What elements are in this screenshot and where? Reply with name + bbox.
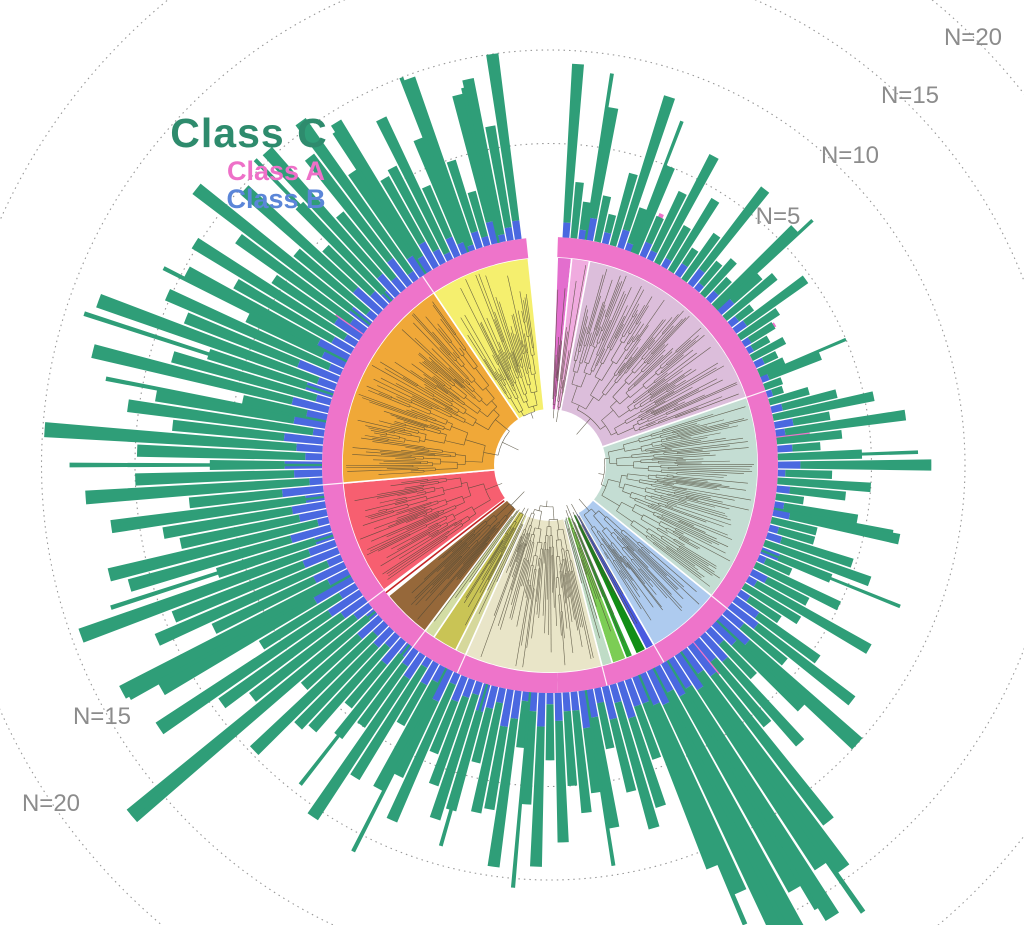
grid-label: N=20 xyxy=(22,790,80,817)
grid-label: N=20 xyxy=(944,24,1002,51)
grid-label: N=5 xyxy=(756,203,801,230)
grid-label: N=15 xyxy=(881,82,939,109)
grid-circle-labels: N=5 N=10 N=15 N=20 N=15 N=20 xyxy=(22,24,1002,817)
tree-branches xyxy=(346,265,754,668)
clade-wedge-red xyxy=(341,463,553,592)
class-c-bars xyxy=(44,53,932,925)
class-b-bars xyxy=(281,217,801,729)
legend-class-b: Class B xyxy=(226,184,326,214)
legend-class-c: Class C xyxy=(170,110,328,156)
legend-class-a: Class A xyxy=(226,156,326,186)
grid-label: N=10 xyxy=(821,142,879,169)
grid-label: N=15 xyxy=(73,703,131,730)
clade-wedges xyxy=(341,256,759,674)
center-hole xyxy=(494,409,606,521)
clade-wedge-yellow xyxy=(432,257,551,466)
